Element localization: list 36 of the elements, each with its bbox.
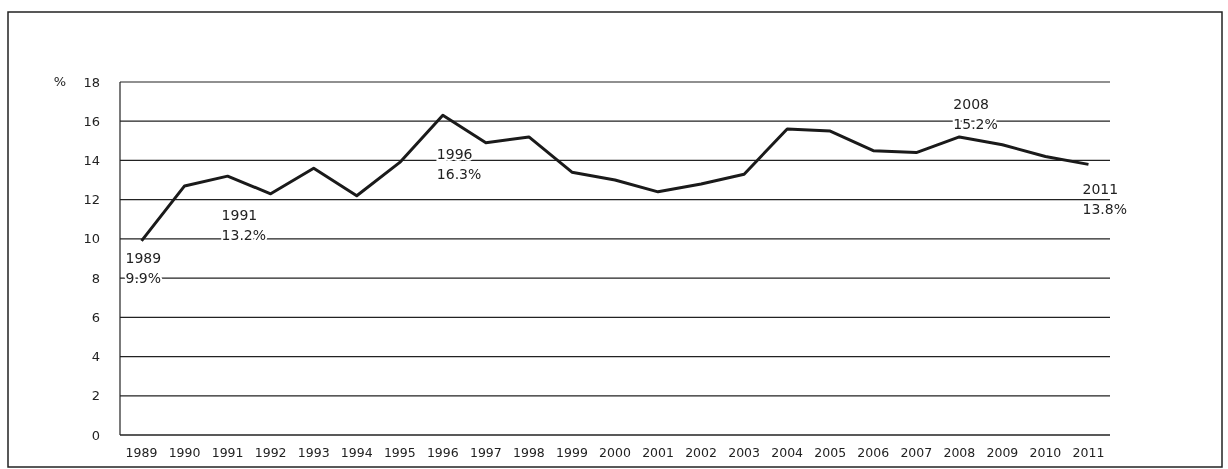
x-tick-label: 2011 [1072, 445, 1105, 460]
x-tick-label: 2003 [728, 445, 761, 460]
y-tick-label: 10 [83, 231, 100, 247]
y-tick-label: 12 [83, 192, 100, 208]
y-tick-label: 6 [91, 309, 100, 325]
annotation: 1996 16.3% [436, 146, 482, 183]
y-axis-title: % [53, 74, 67, 89]
x-tick-label: 2001 [642, 445, 674, 460]
y-tick-label: 16 [83, 113, 100, 129]
x-tick-label: 1995 [383, 445, 416, 460]
x-tick-label: 2008 [943, 445, 976, 460]
y-tick-label: 0 [91, 427, 100, 443]
x-tick-label: 2005 [814, 445, 847, 460]
x-tick-label: 1989 [125, 445, 158, 460]
x-tick-label: 1990 [168, 445, 201, 460]
y-tick-label: 14 [83, 152, 100, 168]
annotation: 2011 13.8% [1082, 181, 1127, 218]
x-tick-label: 1998 [513, 445, 545, 460]
y-tick-label: 4 [91, 349, 100, 365]
x-tick-label: 1996 [426, 445, 459, 460]
x-tick-label: 2010 [1029, 445, 1062, 460]
x-tick-label: 1991 [211, 445, 244, 460]
y-tick-label: 18 [83, 74, 100, 90]
x-tick-label: 2007 [900, 445, 933, 460]
y-tick-label: 2 [91, 388, 100, 404]
x-tick-label: 1997 [469, 445, 502, 460]
x-tick-label: 1994 [340, 445, 373, 460]
x-tick-label: 1993 [297, 445, 330, 460]
x-tick-label: 1992 [254, 445, 287, 460]
x-tick-label: 2009 [986, 445, 1019, 460]
x-tick-label: 2000 [599, 445, 631, 460]
x-tick-label: 1999 [556, 445, 588, 460]
x-tick-label: 2002 [685, 445, 717, 460]
y-tick-label: 8 [91, 270, 100, 286]
x-tick-label: 2004 [771, 445, 804, 460]
x-tick-label: 2006 [857, 445, 890, 460]
